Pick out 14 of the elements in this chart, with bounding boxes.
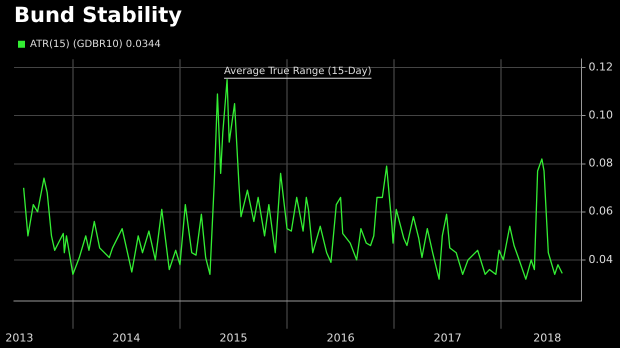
y-tick-label: 0.10 — [588, 108, 614, 122]
y-tick-label: 0.04 — [588, 252, 614, 266]
x-tick-label: 2013 — [5, 331, 34, 344]
x-tick-label: 2017 — [434, 331, 462, 344]
legend-label: ATR(15) (GDBR10) 0.0344 — [30, 38, 161, 50]
x-tick-label: 2015 — [220, 331, 248, 344]
x-tick-label: 2014 — [112, 331, 140, 344]
chart-title: Bund Stability — [14, 3, 182, 28]
y-tick-label: 0.08 — [588, 156, 614, 170]
y-tick-label: 0.06 — [588, 204, 614, 218]
annotation: Average True Range (15-Day) — [224, 66, 372, 77]
x-tick-label: 2018 — [533, 331, 562, 344]
x-tick-label: 2016 — [326, 331, 355, 344]
y-tick-label: 0.12 — [588, 60, 614, 74]
